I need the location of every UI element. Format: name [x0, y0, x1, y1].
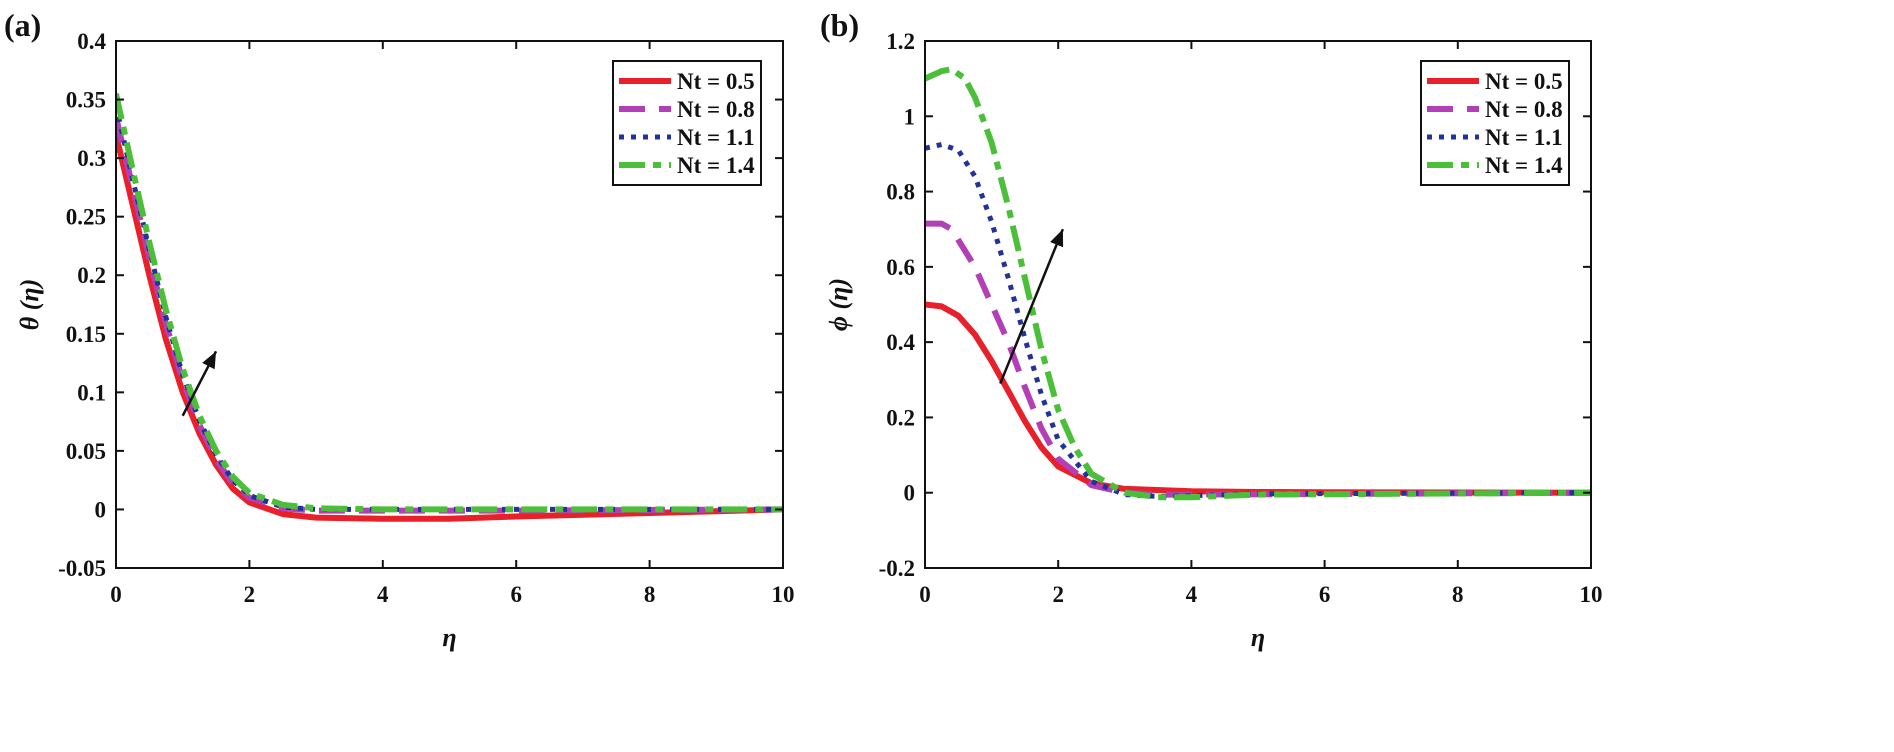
- y-tick-label: 0.2: [77, 263, 106, 288]
- legend-label-2: Nt = 1.1: [677, 125, 755, 150]
- legend-label-1: Nt = 0.8: [677, 97, 755, 122]
- y-tick-label: 0.15: [66, 322, 106, 347]
- x-tick-label: 4: [1186, 582, 1198, 607]
- x-tick-label: 4: [377, 582, 389, 607]
- y-tick-label: 0.4: [886, 330, 915, 355]
- arrow-head-icon: [202, 351, 217, 370]
- y-tick-label: 0: [904, 481, 916, 506]
- x-axis-label: η: [442, 623, 456, 652]
- x-tick-label: 2: [244, 582, 256, 607]
- legend: Nt = 0.5 Nt = 0.8 Nt = 1.1 Nt = 1.4: [1420, 60, 1570, 186]
- legend-label-1: Nt = 0.8: [1485, 97, 1563, 122]
- x-tick-label: 8: [644, 582, 656, 607]
- y-tick-label: -0.05: [58, 556, 106, 581]
- x-axis-label: η: [1251, 623, 1265, 652]
- legend-label-3: Nt = 1.4: [1485, 153, 1563, 178]
- y-tick-label: 0.2: [886, 405, 915, 430]
- panel-b: (b) η ϕ (η) 0 2 4 6 8 10-0.200.20.40.60.811.2…: [820, 7, 1603, 652]
- x-tick-label: 10: [1580, 582, 1603, 607]
- panel-label: (b): [820, 7, 859, 43]
- y-tick-label: 0: [95, 497, 107, 522]
- y-tick-label: -0.2: [879, 556, 915, 581]
- legend-label-2: Nt = 1.1: [1485, 125, 1563, 150]
- y-tick-label: 0.4: [77, 29, 106, 54]
- x-tick-label: 8: [1452, 582, 1464, 607]
- legend: Nt = 0.5 Nt = 0.8 Nt = 1.1 Nt = 1.4: [612, 60, 762, 186]
- panel-a: (a) η θ (η) 0 2 4 6 8 10-0.0500.050.10.150.20…: [4, 7, 795, 652]
- series-line-1: [925, 220, 1591, 498]
- legend-label-0: Nt = 0.5: [677, 69, 755, 94]
- x-tick-label: 0: [110, 582, 122, 607]
- series-line-0: [925, 301, 1591, 496]
- legend-label-3: Nt = 1.4: [677, 153, 755, 178]
- y-tick-label: 1.2: [886, 29, 915, 54]
- y-tick-label: 0.6: [886, 255, 915, 280]
- y-axis-label: ϕ (η): [824, 278, 853, 331]
- plot-frame: [924, 40, 1592, 569]
- x-tick-label: 10: [772, 582, 795, 607]
- x-tick-label: 6: [1319, 582, 1331, 607]
- y-tick-label: 0.1: [77, 380, 106, 405]
- x-tick-label: 6: [510, 582, 522, 607]
- y-axis-label: θ (η): [15, 279, 44, 331]
- arrow-head-icon: [1050, 229, 1064, 248]
- legend-label-0: Nt = 0.5: [1485, 69, 1563, 94]
- x-tick-label: 2: [1052, 582, 1064, 607]
- series-line-3: [116, 93, 783, 513]
- y-tick-label: 0.8: [886, 180, 915, 205]
- series-line-3: [925, 66, 1591, 501]
- panel-label: (a): [4, 7, 41, 43]
- x-tick-label: 0: [919, 582, 931, 607]
- y-tick-label: 0.3: [77, 146, 106, 171]
- plot-frame: [115, 40, 784, 569]
- y-tick-label: 1: [904, 104, 916, 129]
- trend-arrow-line: [999, 228, 1065, 385]
- y-tick-label: 0.25: [66, 205, 106, 230]
- series-line-0: [116, 134, 783, 522]
- y-tick-label: 0.35: [66, 88, 106, 113]
- y-tick-label: 0.05: [66, 439, 106, 464]
